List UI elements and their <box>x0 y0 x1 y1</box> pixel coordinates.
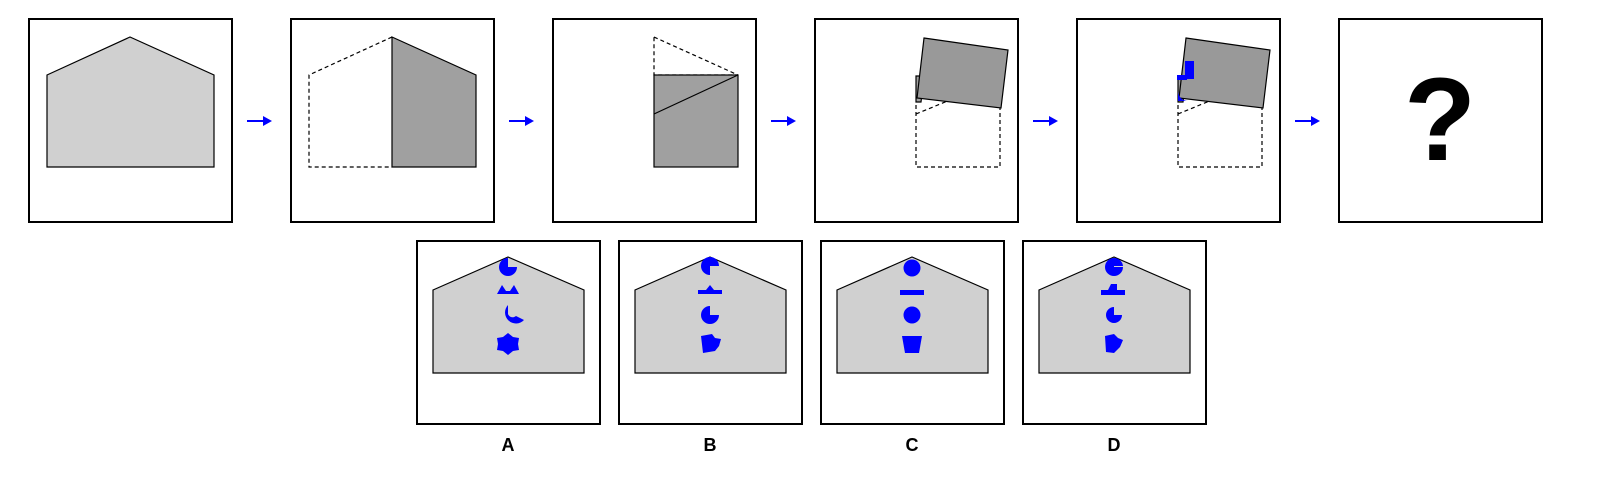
arrow-2 <box>509 116 534 126</box>
option-b-hole-3 <box>701 306 719 324</box>
option-a-hole-2 <box>497 285 519 294</box>
arrow-head-5 <box>1311 116 1320 126</box>
option-d-hole-3 <box>1106 307 1122 323</box>
punch-hole-square-base <box>1177 75 1187 80</box>
question-frame <box>1338 18 1543 223</box>
option-c-holes <box>900 259 924 353</box>
option-c[interactable]: C <box>820 240 1005 455</box>
option-a-label: A <box>502 435 515 455</box>
folded-right-half <box>391 36 477 168</box>
punch-hole-quarter-circle <box>1178 91 1188 101</box>
option-a-holes <box>497 258 524 355</box>
arrow-5 <box>1295 116 1320 126</box>
option-a[interactable]: A <box>416 240 601 455</box>
step-3-panel <box>552 18 757 223</box>
step-1-panel <box>28 18 233 223</box>
option-d-holes <box>1101 257 1125 353</box>
question-panel: ? <box>1338 18 1543 223</box>
option-d[interactable]: D <box>1022 240 1207 455</box>
option-c-hole-3 <box>903 306 921 324</box>
step-4-panel <box>814 18 1019 223</box>
step-2-panel <box>290 18 495 223</box>
option-d-hole-2 <box>1101 284 1125 295</box>
option-c-hole-2 <box>900 290 924 295</box>
fold-outline-diagonal <box>915 99 951 115</box>
arrow-3 <box>771 116 796 126</box>
arrow-1 <box>247 116 272 126</box>
option-c-hole-1 <box>903 259 921 277</box>
house-paper <box>46 36 215 168</box>
option-b-hole-4 <box>701 334 721 353</box>
punch-hole-square <box>1185 61 1194 79</box>
option-d-label: D <box>1108 435 1121 455</box>
fold-outline-diagonal-5 <box>1177 99 1213 115</box>
arrow-head-1 <box>263 116 272 126</box>
arrow-head-3 <box>787 116 796 126</box>
option-b[interactable]: B <box>618 240 803 455</box>
fold-outline-lower <box>915 105 1001 168</box>
option-b-hole-1 <box>701 257 719 275</box>
folded-square <box>653 74 739 168</box>
option-d-hole-4 <box>1105 334 1123 353</box>
option-a-hole-4 <box>497 333 519 355</box>
option-a-hole-1 <box>499 258 517 276</box>
option-a-hole-3 <box>505 305 524 324</box>
option-d-hole-1 <box>1105 257 1123 276</box>
arrow-4 <box>1033 116 1058 126</box>
option-c-label: C <box>906 435 919 455</box>
fold-outline-lower-5 <box>1177 105 1263 168</box>
arrow-head-2 <box>525 116 534 126</box>
option-c-hole-4 <box>902 336 922 353</box>
option-b-label: B <box>704 435 717 455</box>
crease-line <box>653 74 739 115</box>
arrow-head-4 <box>1049 116 1058 126</box>
option-b-holes <box>698 257 722 353</box>
fold-outline-left <box>308 36 393 168</box>
tilted-folded-paper <box>916 37 1009 109</box>
question-mark: ? <box>1404 54 1476 186</box>
option-b-hole-2 <box>698 285 722 294</box>
step-5-panel <box>1076 18 1281 223</box>
